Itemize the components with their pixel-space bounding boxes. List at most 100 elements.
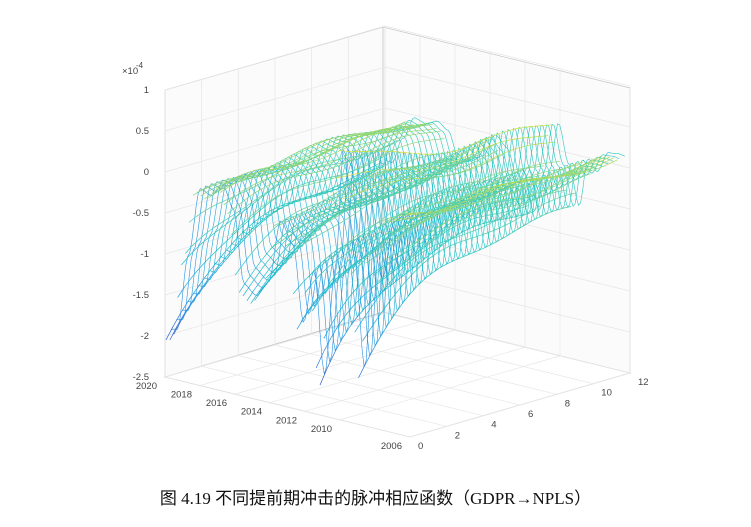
surface-mesh-segment	[503, 183, 512, 187]
surface-mesh-segment	[440, 152, 449, 155]
surface-mesh-segment	[495, 188, 503, 191]
surface-mesh-segment	[482, 159, 490, 164]
surface-mesh-segment	[509, 190, 517, 194]
surface-mesh-segment	[507, 128, 516, 132]
surface-mesh-segment	[431, 267, 440, 274]
surface-mesh-segment	[481, 192, 490, 197]
surface-mesh-segment	[357, 185, 366, 190]
surface-mesh-segment	[294, 225, 302, 233]
surface-mesh-segment	[377, 194, 385, 200]
surface-mesh-segment	[304, 306, 312, 318]
surface-mesh-segment	[207, 226, 215, 233]
surface-mesh-segment	[343, 187, 352, 193]
surface-mesh-segment	[518, 177, 526, 180]
surface-mesh-segment	[549, 182, 558, 187]
surface-mesh-segment	[315, 200, 324, 205]
surface-mesh-segment	[403, 220, 412, 226]
surface-mesh-segment	[391, 272, 399, 281]
surface-mesh-segment	[335, 176, 343, 179]
surface-mesh-segment	[291, 245, 299, 254]
surface-mesh-segment	[322, 154, 331, 159]
surface-mesh-segment	[493, 178, 502, 184]
surface-mesh-segment	[349, 252, 358, 260]
surface-mesh-segment	[458, 200, 466, 204]
surface-mesh-segment	[541, 170, 549, 174]
surface-mesh-segment	[386, 188, 394, 194]
surface-mesh-segment	[284, 255, 292, 265]
surface-mesh-segment	[415, 260, 423, 267]
surface-mesh-segment	[337, 244, 346, 250]
surface-mesh-segment	[290, 187, 298, 191]
surface-mesh-segment	[203, 206, 212, 212]
surface-mesh-segment	[419, 206, 428, 210]
surface-mesh-segment	[318, 289, 327, 299]
surface-mesh-segment	[340, 269, 349, 277]
surface-mesh-segment	[489, 155, 498, 160]
surface-mesh-segment	[560, 194, 568, 198]
surface-mesh-segment	[328, 147, 336, 150]
surface-mesh-segment	[465, 199, 473, 202]
surface-mesh-segment	[545, 199, 554, 204]
surface-mesh-segment	[321, 149, 329, 152]
surface-mesh-segment	[534, 215, 543, 220]
surface-mesh-segment	[404, 173, 412, 178]
surface-mesh-segment	[245, 184, 254, 190]
surface-mesh-segment	[334, 175, 342, 179]
surface-mesh-segment	[382, 217, 391, 221]
surface-mesh-segment	[400, 144, 408, 148]
surface-mesh-segment	[457, 148, 465, 153]
surface-mesh-segment	[273, 166, 282, 171]
surface-mesh-segment	[311, 275, 320, 284]
surface-mesh-segment	[269, 172, 278, 179]
surface-mesh-segment	[366, 225, 375, 232]
surface-mesh-segment	[184, 276, 193, 287]
surface-mesh-segment	[433, 209, 441, 213]
surface-mesh-segment	[291, 159, 300, 165]
horizon-gridline	[164, 376, 411, 438]
surface-mesh-segment	[425, 154, 434, 157]
surface-mesh-segment	[297, 185, 305, 189]
surface-mesh-segment	[317, 222, 326, 229]
surface-mesh-segment	[283, 253, 292, 263]
surface-mesh-segment	[365, 141, 373, 144]
surface-mesh-segment	[317, 144, 326, 149]
surface-mesh-segment	[434, 200, 442, 205]
surface-mesh-segment	[403, 207, 412, 213]
surface-mesh-segment	[472, 165, 481, 170]
surface-mesh-segment	[472, 151, 480, 157]
surface-mesh-segment	[302, 234, 311, 243]
surface-mesh-segment	[387, 313, 396, 325]
surface-mesh-segment	[265, 272, 273, 283]
surface-mesh-segment	[336, 247, 345, 254]
surface-mesh-segment	[345, 202, 354, 207]
surface-mesh-segment	[459, 194, 468, 199]
surface-mesh-segment	[510, 186, 518, 190]
surface-mesh-segment	[414, 124, 422, 126]
surface-mesh-segment	[602, 162, 611, 167]
surface-mesh-segment	[268, 259, 277, 270]
surface-mesh-segment	[480, 210, 488, 214]
surface-mesh-segment	[372, 139, 380, 143]
surface-mesh-segment	[395, 225, 404, 232]
surface-mesh-segment	[458, 196, 467, 200]
surface-mesh-segment	[375, 147, 384, 151]
surface-mesh-segment	[506, 209, 515, 213]
surface-mesh-segment	[286, 231, 295, 240]
surface-mesh-segment	[301, 197, 310, 201]
surface-mesh-segment	[394, 303, 403, 314]
surface-mesh-segment	[231, 235, 240, 245]
surface-mesh-segment	[329, 253, 338, 259]
surface-mesh-segment	[534, 178, 543, 183]
surface-mesh-segment	[398, 126, 407, 130]
surface-mesh-segment	[180, 301, 189, 314]
surface-mesh-segment	[417, 125, 426, 127]
surface-mesh-segment	[473, 193, 482, 197]
surface-mesh-segment	[373, 133, 381, 135]
year-gridline	[234, 329, 456, 395]
surface-mesh-segment	[228, 231, 237, 240]
surface-mesh-segment	[352, 283, 361, 293]
surface-mesh-segment	[292, 284, 301, 295]
surface-mesh-segment	[379, 168, 387, 171]
surface-mesh-segment	[212, 187, 220, 193]
surface-mesh-segment	[217, 252, 225, 262]
